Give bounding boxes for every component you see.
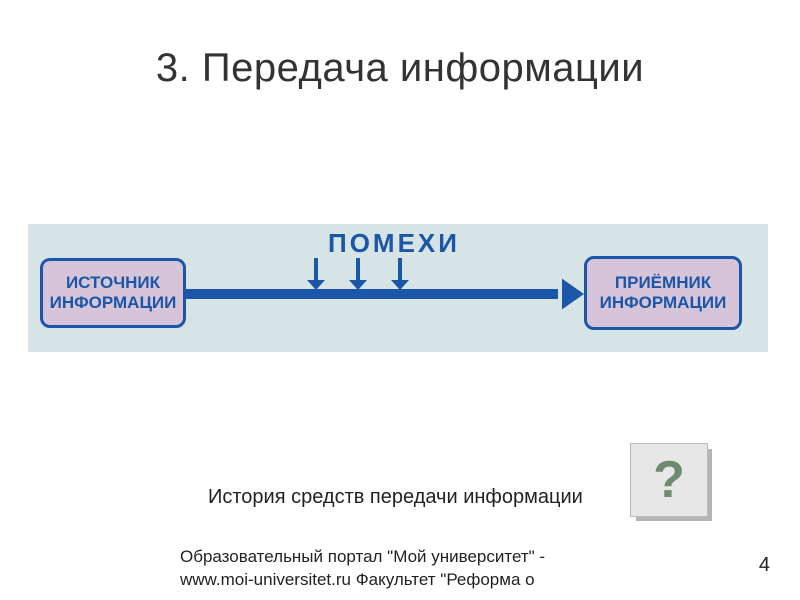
source-node: ИСТОЧНИК ИНФОРМАЦИИ (40, 258, 186, 328)
page-title: 3. Передача информации (0, 46, 800, 91)
history-link-text: История средств передачи информации (208, 486, 583, 509)
receiver-node: ПРИЁМНИК ИНФОРМАЦИИ (584, 256, 742, 330)
channel-arrow (186, 252, 584, 312)
help-button[interactable]: ? (630, 443, 708, 517)
footer-text: Образовательный портал "Мой университет"… (180, 546, 580, 592)
question-mark-icon: ? (653, 450, 685, 510)
page-number: 4 (759, 554, 770, 577)
noise-label: ПОМЕХИ (328, 228, 460, 259)
transmission-diagram: ПОМЕХИ ИСТОЧНИК ИНФОРМАЦИИ ПРИЁМНИК ИНФО… (28, 224, 768, 352)
